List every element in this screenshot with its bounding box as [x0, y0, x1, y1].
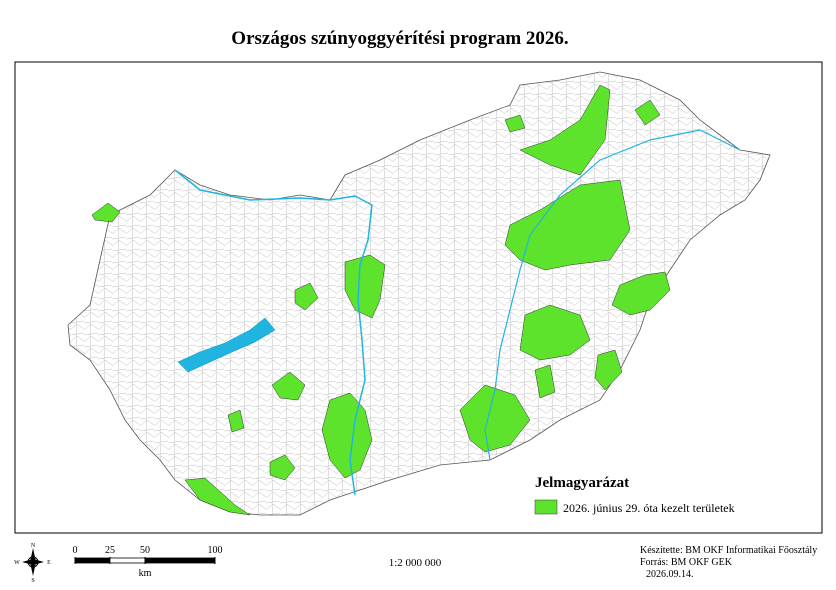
scale-tick-label: 0	[73, 545, 78, 556]
scale-tick-label: 50	[140, 545, 150, 556]
treated-areas	[91, 84, 671, 516]
scale-tick-label: 25	[105, 545, 115, 556]
treated-area	[294, 282, 319, 311]
treated-area	[504, 114, 526, 133]
scale-segment	[109, 557, 146, 564]
legend-label: 2026. június 29. óta kezelt területek	[563, 501, 735, 515]
compass-n: N	[31, 543, 36, 549]
treated-area	[321, 392, 373, 479]
treated-area	[611, 271, 671, 316]
compass-needle	[22, 559, 44, 565]
treated-area	[519, 84, 611, 176]
legend-title: Jelmagyarázat	[535, 475, 629, 491]
compass-e: E	[47, 560, 51, 566]
credit-line: Készítette: BM OKF Informatikai Főosztál…	[640, 545, 817, 556]
treated-area	[269, 454, 296, 481]
credit-line: Forrás: BM OKF GEK	[640, 557, 733, 568]
treated-area	[594, 349, 623, 391]
credit-line: 2026.09.14.	[646, 569, 694, 580]
scale-bar: 0 25 50 100	[73, 545, 223, 564]
scale-tick-label: 100	[208, 545, 223, 556]
compass-w: W	[14, 560, 20, 566]
treated-area	[344, 254, 386, 319]
scale-unit: km	[139, 568, 152, 579]
treated-area	[91, 202, 121, 223]
scale-ratio: 1:2 000 000	[389, 557, 442, 569]
scale-segment	[144, 557, 216, 564]
scale-segment	[74, 557, 111, 564]
legend-swatch	[534, 499, 558, 515]
lake-balaton	[177, 317, 276, 373]
treated-area	[271, 371, 306, 401]
compass-s: S	[31, 578, 34, 584]
river-danube	[174, 169, 373, 496]
compass-ring	[27, 556, 39, 568]
treated-area	[504, 179, 631, 271]
treated-area	[519, 304, 591, 361]
compass: N E S W	[14, 543, 51, 584]
treated-area	[634, 99, 661, 126]
map-title: Országos szúnyoggyérítési program 2026.	[231, 28, 568, 49]
treated-area	[184, 477, 251, 516]
country	[67, 71, 771, 516]
river-tisza	[484, 129, 741, 461]
treated-area	[459, 384, 531, 453]
treated-area	[227, 409, 245, 433]
treated-area	[534, 364, 556, 399]
